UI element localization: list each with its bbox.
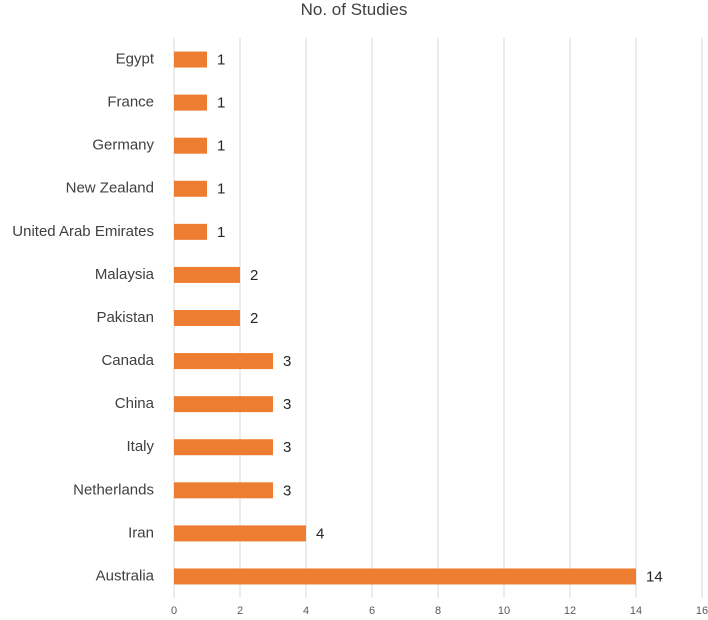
data-labels: 1 1 1 1 1 2 2 3 3 3 3 4 14 [217, 52, 663, 586]
bar [174, 396, 273, 413]
bar [174, 137, 207, 154]
data-label: 2 [250, 310, 258, 327]
bar [174, 482, 273, 499]
data-label: 2 [250, 267, 258, 284]
bars [174, 51, 636, 585]
bar [174, 353, 273, 370]
data-label: 4 [316, 525, 324, 542]
data-label: 14 [646, 568, 663, 585]
category-label: New Zealand [66, 180, 154, 197]
bar [174, 223, 207, 240]
data-label: 3 [283, 439, 291, 456]
bar [174, 439, 273, 456]
category-labels: Egypt France Germany New Zealand United Arab… [12, 51, 155, 585]
category-label: China [115, 395, 155, 412]
x-tick-label: 6 [369, 605, 375, 617]
category-label: United Arab Emirates [12, 223, 154, 240]
bar [174, 51, 207, 68]
category-label: Canada [101, 352, 154, 369]
category-label: France [107, 94, 154, 111]
bar [174, 525, 306, 542]
x-tick-label: 14 [630, 605, 642, 617]
category-label: Australia [96, 567, 155, 584]
x-tick-label: 8 [435, 605, 441, 617]
x-tick-labels: 0 2 4 6 8 10 12 14 16 [171, 605, 708, 617]
bar [174, 266, 240, 283]
data-label: 1 [217, 138, 225, 155]
bar [174, 568, 636, 585]
x-tick-label: 4 [303, 605, 309, 617]
data-label: 1 [217, 95, 225, 112]
bar [174, 180, 207, 197]
x-tick-label: 10 [498, 605, 510, 617]
x-tick-label: 16 [696, 605, 708, 617]
data-label: 1 [217, 181, 225, 198]
x-tick-label: 2 [237, 605, 243, 617]
category-label: Germany [92, 137, 154, 154]
bar [174, 310, 240, 326]
x-tick-label: 12 [564, 605, 576, 617]
category-label: Egypt [116, 51, 155, 68]
bar [174, 94, 207, 111]
category-label: Italy [126, 438, 154, 455]
chart-title: No. of Studies [300, 0, 408, 19]
data-label: 3 [283, 396, 291, 413]
x-tick-label: 0 [171, 605, 177, 617]
data-label: 1 [217, 224, 225, 241]
data-label: 3 [283, 482, 291, 499]
category-label: Malaysia [95, 266, 155, 283]
category-label: Netherlands [73, 481, 154, 498]
category-label: Iran [128, 524, 154, 541]
category-label: Pakistan [96, 309, 154, 326]
data-label: 1 [217, 52, 225, 69]
data-label: 3 [283, 353, 291, 370]
